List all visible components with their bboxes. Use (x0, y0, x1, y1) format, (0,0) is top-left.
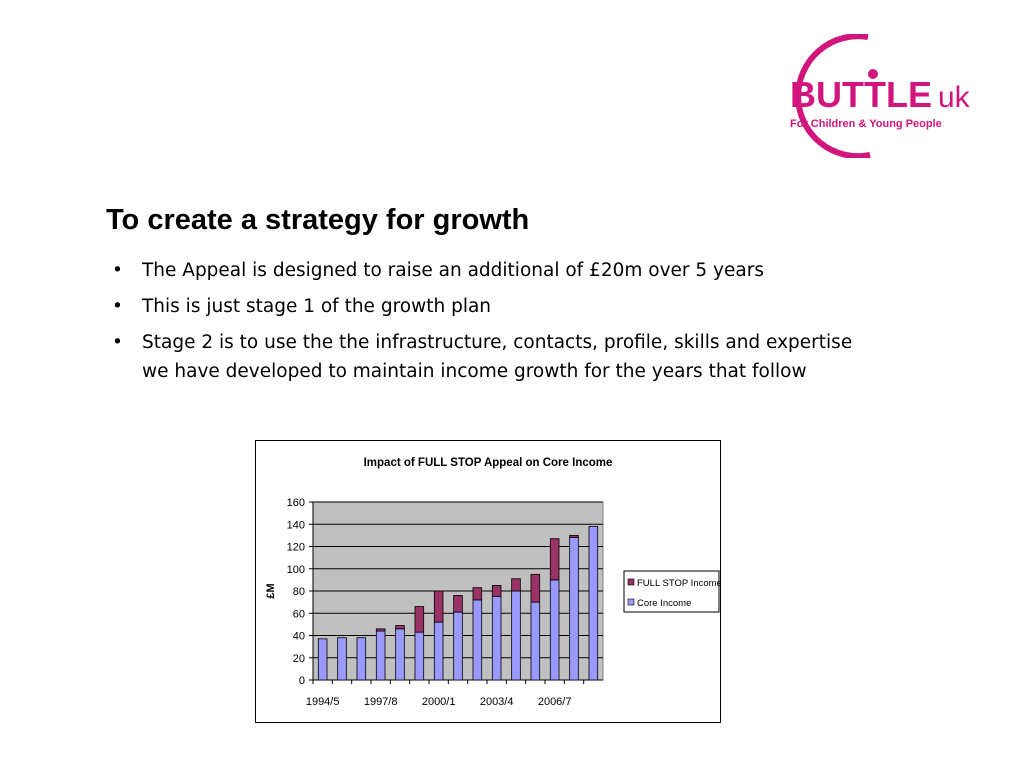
bar-core-income (453, 611, 463, 681)
y-tick-label: 60 (293, 608, 305, 620)
bar-core-income (414, 631, 425, 681)
logo-figure-head-icon (868, 69, 878, 79)
bar-core-income (588, 526, 599, 681)
bullet-item: • Stage 2 is to use the the infrastructur… (112, 328, 882, 386)
legend-box (623, 570, 720, 613)
x-tick-label: 1994/5 (306, 696, 340, 708)
logo-wordmark: BUTTLE (790, 74, 932, 115)
y-tick-label: 100 (287, 564, 305, 576)
y-tick-label: 20 (293, 653, 305, 665)
bar-core-income (337, 637, 347, 681)
bar-full-stop-income (511, 578, 521, 592)
bar-core-income (317, 638, 328, 681)
x-tick-label: 1997/8 (364, 696, 398, 708)
y-tick-label: 40 (293, 631, 305, 643)
y-tick-label: 0 (299, 675, 305, 687)
y-tick-label: 140 (287, 519, 305, 531)
bar-core-income (356, 637, 367, 681)
bar-full-stop-income (530, 573, 541, 603)
y-axis-label: £M (265, 583, 277, 598)
y-tick-label: 160 (287, 497, 305, 509)
income-chart: Impact of FULL STOP Appeal on Core Incom… (265, 457, 722, 708)
bar-core-income (375, 630, 386, 681)
bar-core-income (530, 601, 541, 681)
bullet-text: This is just stage 1 of the growth plan (142, 296, 492, 317)
bar-full-stop-income (414, 606, 425, 633)
bar-core-income (491, 596, 502, 681)
bar-full-stop-income (569, 534, 579, 538)
bar-full-stop-income (433, 590, 444, 623)
x-tick-label: 2000/1 (422, 696, 456, 708)
bar-full-stop-income (472, 587, 483, 601)
bar-full-stop-income (491, 585, 502, 597)
legend-swatch (627, 578, 635, 586)
legend-swatch (627, 598, 635, 606)
bullet-item: • The Appeal is designed to raise an addi… (112, 256, 882, 285)
bar-full-stop-income (453, 595, 463, 613)
bullet-text: Stage 2 is to use the the infrastructure… (142, 332, 853, 382)
logo-uk: uk (938, 81, 971, 114)
y-tick-label: 80 (293, 586, 305, 598)
x-tick-label: 2006/7 (538, 696, 572, 708)
logo-tagline: For Children & Young People (790, 118, 942, 130)
bar-full-stop-income (549, 538, 560, 581)
bullet-item: • This is just stage 1 of the growth plan (112, 292, 882, 321)
bullet-dot: • (112, 260, 123, 281)
bar-core-income (395, 628, 405, 681)
bullet-list: • The Appeal is designed to raise an addi… (112, 256, 882, 393)
bar-full-stop-income (395, 625, 405, 630)
x-tick-label: 2003/4 (480, 696, 514, 708)
slide-title: To create a strategy for growth (106, 204, 530, 236)
bar-core-income (569, 537, 579, 681)
chart-container: Impact of FULL STOP Appeal on Core Incom… (255, 440, 722, 723)
legend-label: FULL STOP Income (637, 578, 720, 589)
bar-core-income (511, 590, 521, 681)
bar-full-stop-income (375, 628, 386, 632)
legend-label: Core Income (637, 598, 691, 609)
y-tick-label: 120 (287, 542, 305, 554)
bar-core-income (472, 599, 483, 681)
logo-ring (795, 34, 871, 158)
bar-core-income (433, 621, 444, 681)
bullet-dot: • (112, 296, 123, 317)
bullet-dot: • (112, 332, 123, 353)
bullet-text: The Appeal is designed to raise an addit… (142, 260, 764, 281)
buttle-uk-logo: BUTTLE uk For Children & Young People (790, 34, 971, 158)
bar-core-income (549, 579, 560, 681)
chart-title: Impact of FULL STOP Appeal on Core Incom… (364, 457, 613, 469)
